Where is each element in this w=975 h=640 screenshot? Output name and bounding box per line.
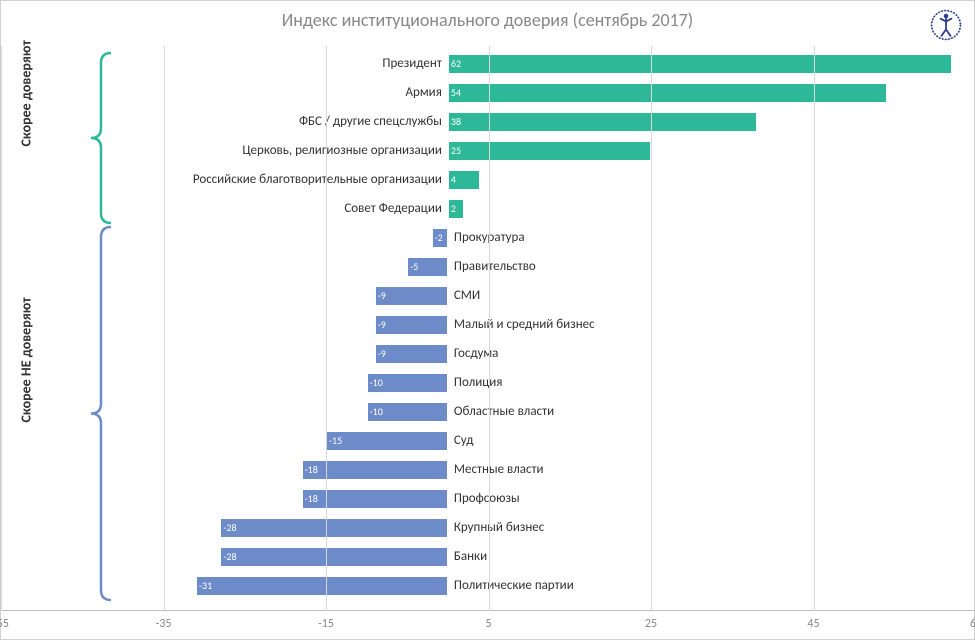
grid-line: [489, 46, 490, 611]
grid-line: [651, 46, 652, 611]
bar-value: -18: [305, 492, 318, 505]
bar-value: 54: [451, 86, 461, 99]
group-distrust-label: Скорее НЕ доверяют: [18, 402, 35, 422]
bar-label: Правительство: [454, 259, 536, 274]
bar-label: Российские благотворительные организации: [193, 172, 442, 187]
chart-title: Индекс институционального доверия (сентя…: [1, 1, 974, 31]
bar-value: -10: [370, 376, 383, 389]
bar-label: Госдума: [454, 346, 499, 361]
bar-value: -9: [378, 318, 386, 331]
x-tick-label: -55: [0, 617, 9, 631]
bar-value: 4: [451, 173, 456, 186]
bar: [448, 54, 952, 74]
bar-label: Совет Федерации: [344, 201, 442, 216]
bar-label: Президент: [382, 56, 442, 71]
bar-label: Банки: [454, 549, 487, 564]
bar-label: Политические партии: [454, 578, 574, 593]
grid-line: [164, 46, 165, 611]
bar: [302, 489, 448, 509]
bar: [448, 83, 887, 103]
bar: [220, 547, 448, 567]
chart-container: Индекс институционального доверия (сентя…: [0, 0, 975, 640]
bar-label: Суд: [454, 433, 474, 448]
bar: [196, 576, 448, 596]
bar-value: -15: [329, 434, 342, 447]
bar-value: -2: [435, 231, 443, 244]
grid-line: [326, 46, 327, 611]
bar-label: Крупный бизнес: [454, 520, 544, 535]
group-trust-brace-icon: [83, 51, 113, 225]
bar-label: Областные власти: [454, 404, 554, 419]
plot-area: 62 Президент 54 Армия 38 ФБС / другие спецслу…: [1, 46, 975, 611]
bar-value: 2: [451, 202, 456, 215]
bar: [448, 112, 757, 132]
grid-line: [814, 46, 815, 611]
x-tick-label: -15: [318, 617, 334, 631]
bar-label: Местные власти: [454, 462, 544, 477]
org-logo-icon: [928, 7, 964, 43]
bar-value: 25: [451, 144, 461, 157]
bar: [448, 141, 651, 161]
x-tick-label: 45: [807, 617, 819, 631]
group-trust-label: Скорее доверяют: [18, 127, 35, 147]
x-tick-label: 5: [485, 617, 491, 631]
bar-value: -5: [410, 260, 418, 273]
group-distrust-brace-icon: [83, 225, 113, 602]
bar-label: СМИ: [454, 288, 480, 303]
bar-value: 62: [451, 57, 461, 70]
bar-value: -28: [223, 550, 236, 563]
bar-value: -18: [305, 463, 318, 476]
x-tick-label: 25: [645, 617, 657, 631]
bar-value: -31: [199, 579, 212, 592]
bar-value: -9: [378, 289, 386, 302]
bar-label: Армия: [406, 85, 442, 100]
grid-line: [1, 46, 2, 611]
bar-value: -10: [370, 405, 383, 418]
bar-label: Церковь, религиозные организации: [242, 143, 442, 158]
bar-value: 38: [451, 115, 461, 128]
x-tick-label: -35: [156, 617, 172, 631]
bar-label: ФБС / другие спецслужбы: [299, 114, 442, 129]
bar-label: Профсоюзы: [454, 491, 520, 506]
bar: [220, 518, 448, 538]
bar-value: -28: [223, 521, 236, 534]
x-tick-label: 65: [970, 617, 975, 631]
bar: [302, 460, 448, 480]
bar-value: -9: [378, 347, 386, 360]
bar-label: Полиция: [454, 375, 503, 390]
bar: [326, 431, 448, 451]
bar-label: Малый и средний бизнес: [454, 317, 595, 332]
